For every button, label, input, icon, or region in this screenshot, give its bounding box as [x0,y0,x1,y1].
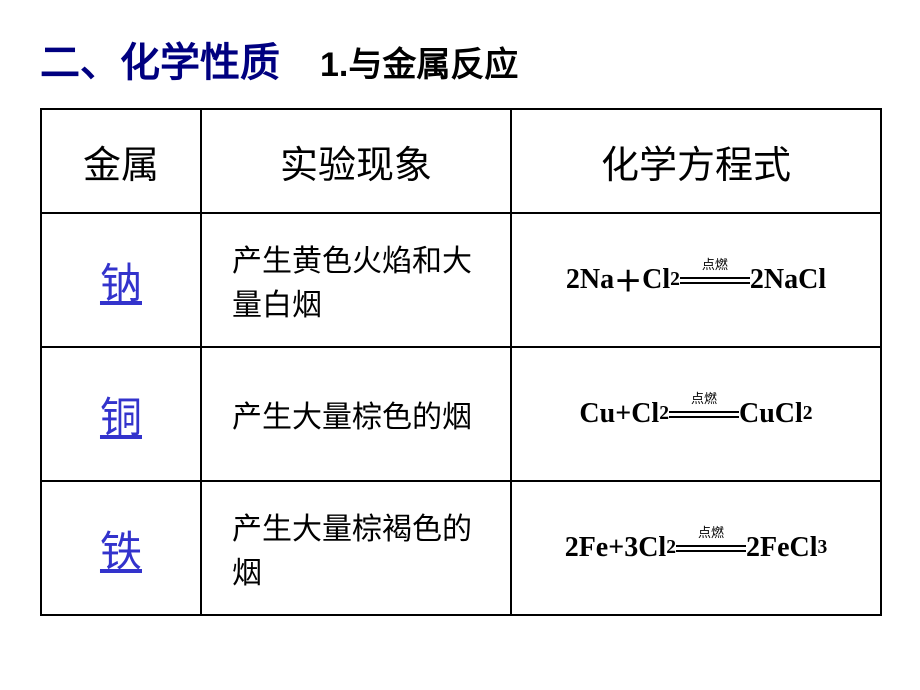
eq-lhs: Cu [579,398,615,430]
eq-reagent-sub: 2 [659,403,669,425]
slide-page: 二、化学性质 1.与金属反应 金属 实验现象 化学方程式 钠 产生黄色火焰和大量… [0,0,920,626]
col-header-equation: 化学方程式 [511,109,881,213]
reaction-arrow: 点燃 [680,268,750,292]
equation-cell: Cu+Cl2 点燃 CuCl2 [511,347,881,481]
eq-plus: + [615,398,631,430]
sub-title: 1.与金属反应 [320,37,518,86]
table-header-row: 金属 实验现象 化学方程式 [41,109,881,213]
table-row: 铁 产生大量棕褐色的烟 2Fe+3Cl2 点燃 2FeCl3 [41,481,881,615]
metal-cell: 铁 [41,481,201,615]
eq-rhs: 2FeCl [746,532,818,564]
eq-reagent: 3Cl [624,532,666,564]
eq-rhs-sub: 3 [818,537,828,559]
eq-rhs: CuCl [739,398,803,430]
section-title: 二、化学性质 [40,30,280,88]
table-row: 铜 产生大量棕色的烟 Cu+Cl2 点燃 CuCl2 [41,347,881,481]
metal-link-fe[interactable]: 铁 [100,530,142,576]
eq-plus: + [608,532,624,564]
condition-label: 点燃 [680,254,750,273]
eq-plus: ＋ [614,260,642,300]
equation-cell: 2Fe+3Cl2 点燃 2FeCl3 [511,481,881,615]
condition-label: 点燃 [669,388,739,407]
eq-rhs: 2NaCl [750,264,826,296]
phenomenon-cell: 产生黄色火焰和大量白烟 [201,213,511,347]
col-header-phenomenon: 实验现象 [201,109,511,213]
condition-label: 点燃 [676,522,746,541]
reaction-arrow: 点燃 [669,402,739,426]
eq-reagent: Cl [631,398,659,430]
eq-reagent: Cl [642,264,670,296]
metal-cell: 钠 [41,213,201,347]
reaction-table: 金属 实验现象 化学方程式 钠 产生黄色火焰和大量白烟 2Na＋Cl2 点燃 2… [40,108,882,616]
phenomenon-cell: 产生大量棕褐色的烟 [201,481,511,615]
metal-cell: 铜 [41,347,201,481]
eq-rhs-sub: 2 [803,403,813,425]
header-line: 二、化学性质 1.与金属反应 [40,30,880,88]
eq-reagent-sub: 2 [670,269,680,291]
equation-cell: 2Na＋Cl2 点燃 2NaCl [511,213,881,347]
metal-link-na[interactable]: 钠 [100,262,142,308]
eq-lhs: 2Na [566,264,614,296]
col-header-metal: 金属 [41,109,201,213]
eq-reagent-sub: 2 [666,537,676,559]
table-row: 钠 产生黄色火焰和大量白烟 2Na＋Cl2 点燃 2NaCl [41,213,881,347]
eq-lhs: 2Fe [565,532,609,564]
phenomenon-cell: 产生大量棕色的烟 [201,347,511,481]
reaction-arrow: 点燃 [676,536,746,560]
metal-link-cu[interactable]: 铜 [100,396,142,442]
